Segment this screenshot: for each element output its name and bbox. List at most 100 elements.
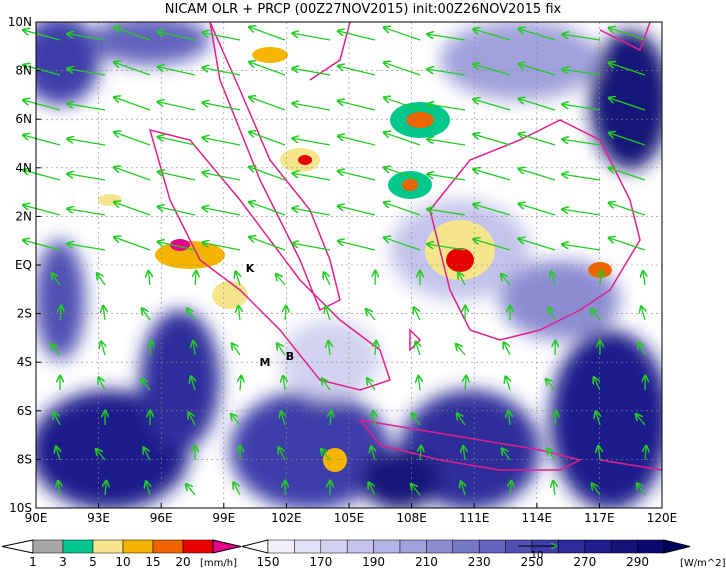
wind-arrow [203,138,241,146]
wind-arrow [68,139,106,146]
wind-arrow [637,483,646,496]
wind-arrow [236,272,240,286]
wind-arrow [114,167,151,181]
wind-arrow [504,342,511,356]
wind-arrow [96,449,106,461]
wind-arrow [187,309,196,321]
wind-arrow [189,413,196,426]
wind-arrow [474,99,511,111]
title: NICAM OLR + PRCP (00Z27NOV2015) init:00Z… [165,2,562,17]
wind-arrow [465,376,466,391]
wind-arrow [461,482,465,496]
wind-arrow [519,29,556,41]
wind-arrow [293,103,331,111]
wind-arrow [502,449,511,461]
wind-arrow [146,482,150,496]
colorbar-label: 1 [29,555,37,569]
lon-label: 120E [647,511,678,525]
stations: K M B [246,262,294,369]
precip-field [98,47,612,472]
wind-arrow [418,376,420,391]
colorbar-box [320,539,348,554]
wind-arrow [562,244,601,251]
wind-arrow [519,169,556,181]
lat-label: 2N [15,209,32,223]
wind-arrow [293,68,331,76]
wind-arrow [142,309,151,321]
wind-arrow [281,412,285,426]
wind-arrow [463,446,465,461]
wind-arrow [249,97,286,111]
wind-arrow [56,447,60,461]
colorbar-box [478,539,506,554]
colorbar-label: 230 [468,555,491,569]
lat-label: 8S [17,452,32,466]
wind-arrow [609,98,646,111]
wind-arrow [232,344,241,356]
wind-arrow [338,136,376,146]
wind-arrow [609,168,646,181]
axis-labels: 90E 93E 96E 99E 102E 105E 108E 111E 114E 117E 120E… [8,15,678,525]
colorbar-label: 3 [59,555,67,569]
wind-arrow [562,69,601,76]
lat-label: 4N [15,161,32,175]
wind-arrow [293,138,331,146]
wind-arrow [427,34,466,41]
wind-arrow [508,411,510,426]
colorbar-end [663,539,691,554]
wind-arrow [457,413,466,426]
wind-arrow [384,28,421,41]
wind-arrow [420,446,421,461]
colorbar-label: 190 [362,555,385,569]
wind-arrow [203,243,241,251]
wind-arrow [427,209,466,216]
colorbar-label: 290 [626,555,649,569]
wind-arrow [384,98,421,111]
wind-arrow [240,376,241,391]
wind-arrow [249,167,286,181]
wind-arrow [636,414,646,426]
wind-arrow [60,306,61,321]
wind-arrow [548,308,556,321]
wind-arrow [643,271,645,286]
wind-arrow [293,173,331,181]
wind-arrow [555,411,556,426]
wind-arrow [114,97,151,111]
lon-label: 102E [271,511,302,525]
wind-arrow [141,379,151,391]
wind-arrow [321,449,331,461]
lat-label: 4S [17,355,32,369]
wind-arrow [458,273,466,286]
wind-arrow [519,99,556,111]
wind-arrow [158,32,196,41]
wind-arrow [547,448,556,461]
wind-arrow [553,481,555,496]
wind-arrow [592,484,601,496]
wind-arrow [338,101,376,111]
lat-label: 10N [8,15,32,29]
wind-arrow [338,241,376,251]
wind-arrow [384,63,421,76]
wind-arrow [641,307,645,321]
wind-arrow [203,173,241,181]
wind-arrow [506,377,510,391]
wind-arrow [367,378,376,391]
colorbar-label: 10 [115,555,130,569]
wind-arrow [105,481,106,496]
wind-arrow [249,202,286,216]
wind-arrow [562,174,601,181]
station-label: K [246,262,255,275]
wind-arrow [369,483,376,496]
colorbar-box [584,539,612,554]
lon-label: 96E [150,511,173,525]
lon-label: 108E [396,511,427,525]
colorbar-label: 15 [145,555,160,569]
wind-arrow [384,168,421,181]
wind-arrow [609,63,646,76]
wind-arrow [249,132,286,146]
wind-arrow [191,377,195,391]
colorbar-box [346,539,374,554]
wind-arrow [456,344,466,356]
wind-arrow [68,34,106,41]
wind-arrow [324,272,331,286]
